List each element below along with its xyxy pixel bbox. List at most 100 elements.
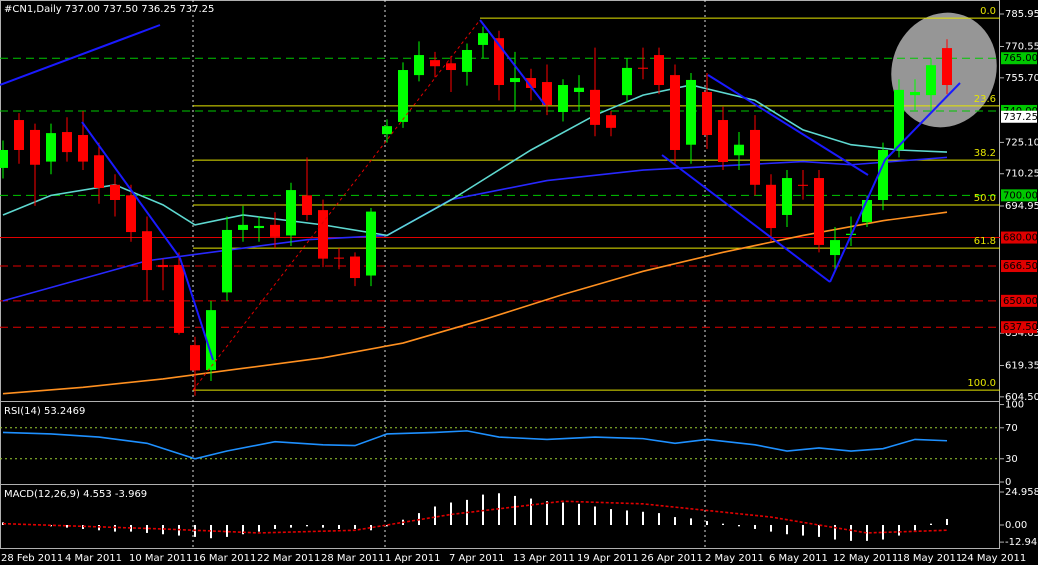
macd-bar: [434, 506, 436, 525]
chart-title: #CN1,Daily 737.00 737.50 736.25 737.25: [4, 4, 214, 15]
fib-label: 50.0: [974, 193, 996, 204]
macd-bar: [786, 524, 788, 535]
macd-bar: [674, 517, 676, 525]
macd-bar: [370, 524, 372, 531]
candle-body: [222, 229, 232, 293]
y-tick-label: 100: [1005, 400, 1024, 411]
y-tick-label: 30: [1005, 454, 1018, 465]
candle-body: [590, 89, 600, 125]
candle-body: [782, 178, 792, 215]
y-tick-label: 785.95: [1005, 9, 1038, 20]
macd-bar: [290, 524, 292, 528]
macd-bar: [722, 523, 724, 525]
macd-bar: [258, 524, 260, 532]
candle-body: [942, 48, 952, 86]
macd-bar: [754, 524, 756, 529]
trend-line: [884, 82, 961, 161]
candle-body: [78, 135, 88, 162]
candle-body: [670, 75, 680, 150]
macd-bar: [898, 524, 900, 536]
macd-bar: [530, 498, 532, 525]
candle-body: [558, 85, 568, 113]
macd-bar: [578, 503, 580, 525]
x-tick-label: 2 May 2011: [705, 553, 764, 564]
candle-body: [478, 33, 488, 45]
x-tick-label: 22 Mar 2011: [257, 553, 320, 564]
trend-line: [479, 19, 546, 106]
macd-bar: [946, 518, 948, 525]
candle-body: [510, 78, 520, 83]
level-tag: [1001, 321, 1037, 334]
candle-body: [318, 210, 328, 259]
macd-bar: [210, 524, 212, 539]
candle-body: [894, 89, 904, 150]
rsi-title: RSI(14) 53.2469: [4, 406, 85, 417]
trend-lines: [0, 19, 961, 361]
trend-line: [179, 257, 214, 361]
y-tick-label: 694.95: [1005, 201, 1038, 212]
candle-body: [606, 115, 616, 128]
candle-body: [286, 190, 296, 236]
candle-body: [206, 310, 216, 371]
y-tick-label: 70: [1005, 423, 1018, 434]
level-label: 765.00: [1003, 53, 1038, 64]
macd-bar: [562, 502, 564, 525]
candle-body: [526, 78, 536, 88]
macd-bar: [514, 495, 516, 525]
macd-bar: [850, 524, 852, 541]
y-tick-label: 0: [1005, 477, 1011, 488]
candle-body: [862, 199, 872, 223]
candle-body: [238, 224, 248, 230]
period-separators: [192, 0, 706, 548]
trend-line: [707, 74, 869, 176]
macd-bar: [642, 511, 644, 525]
candle-body: [174, 264, 184, 333]
candle-body: [798, 184, 808, 186]
macd-bar: [594, 506, 596, 525]
trend-line: [81, 121, 181, 259]
macd-bar: [626, 510, 628, 525]
fib-label: 38.2: [974, 148, 996, 159]
moving-average: [2, 84, 948, 237]
candle-body: [302, 195, 312, 215]
level-tag: [1001, 260, 1037, 273]
level-label: 650.00: [1003, 296, 1038, 307]
level-tag: [1001, 52, 1037, 65]
macd-bar: [770, 524, 772, 532]
trend-line: [0, 24, 161, 86]
y-tick-label: 770.55: [1005, 42, 1038, 53]
macd-title: MACD(12,26,9) 4.553 -3.969: [4, 489, 147, 500]
trend-line: [661, 154, 831, 283]
frame: [0, 0, 1000, 549]
fib-label: 23.6: [974, 94, 996, 105]
candle-body: [638, 67, 648, 69]
candle-body: [734, 144, 744, 156]
x-tick-label: 13 Apr 2011: [513, 553, 575, 564]
y-tick-label: 710.25: [1005, 169, 1038, 180]
macd-bar: [834, 524, 836, 540]
macd-bar: [66, 524, 68, 528]
candle-body: [878, 149, 888, 200]
fib-label: 61.8: [974, 236, 996, 247]
x-tick-label: 6 May 2011: [769, 553, 828, 564]
fib-label: 100.0: [967, 378, 996, 389]
candle-body: [46, 133, 56, 162]
x-tick-label: 18 May 2011: [897, 553, 962, 564]
level-tag: [1001, 231, 1037, 244]
candle-body: [334, 257, 344, 259]
candle-body: [718, 120, 728, 163]
macd-bar: [914, 524, 916, 531]
x-tick-label: 10 Mar 2011: [129, 553, 192, 564]
y-tick-label: 619.35: [1005, 361, 1038, 372]
candle-body: [446, 63, 456, 71]
macd-bar: [738, 524, 740, 527]
x-tick-label: 28 Mar 2011: [321, 553, 384, 564]
macd-bar: [338, 524, 340, 529]
y-tick-label: 725.10: [1005, 137, 1038, 148]
candle-body: [926, 65, 936, 96]
candle-body: [750, 129, 760, 185]
moving-average: [2, 211, 948, 395]
macd-bar: [658, 513, 660, 525]
macd-bar: [274, 524, 276, 529]
macd-bar: [690, 518, 692, 525]
